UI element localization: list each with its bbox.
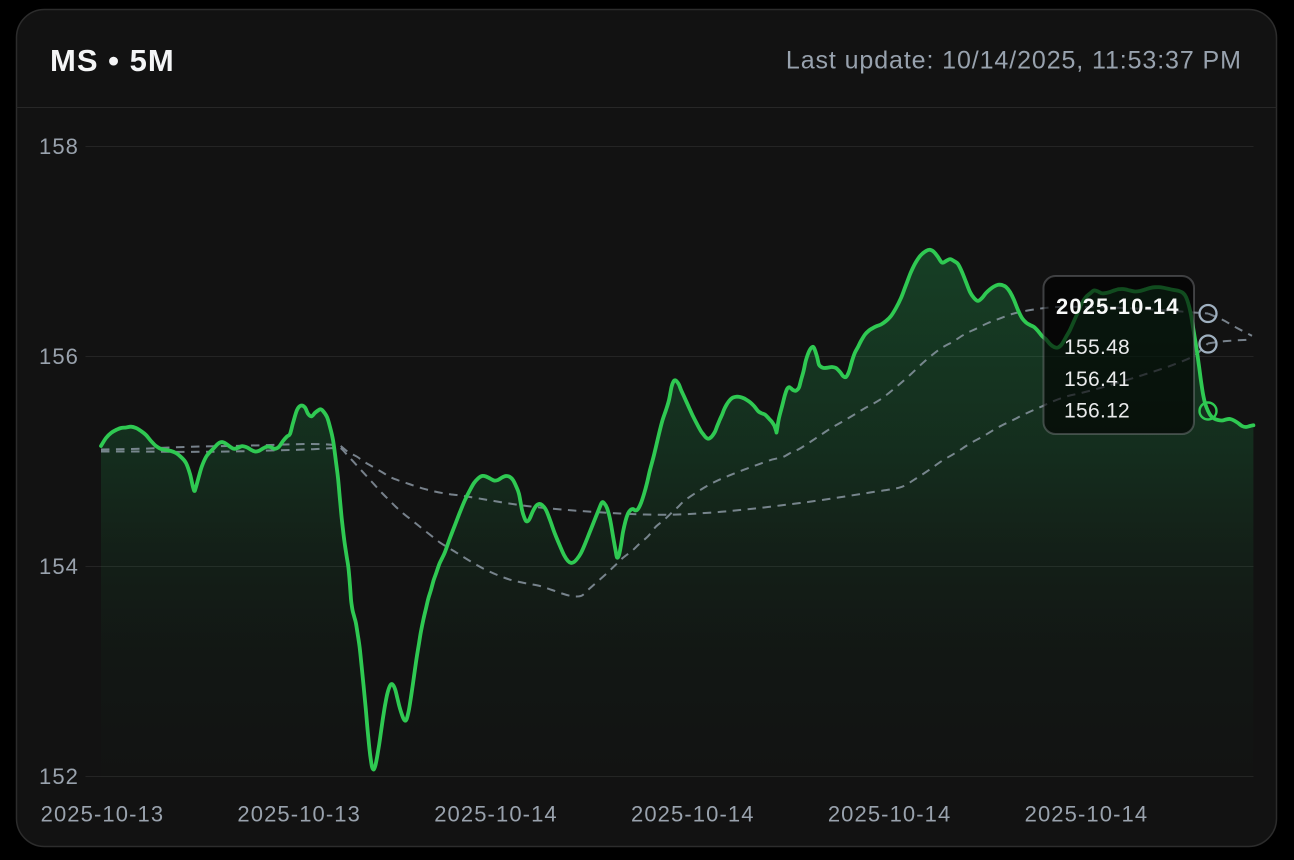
svg-text:158: 158 — [39, 134, 79, 159]
svg-text:154: 154 — [39, 554, 79, 579]
svg-text:152: 152 — [39, 764, 79, 789]
svg-text:2025-10-14: 2025-10-14 — [1056, 294, 1180, 319]
svg-text:155.48: 155.48 — [1064, 336, 1130, 359]
svg-text:2025-10-13: 2025-10-13 — [41, 802, 165, 827]
svg-text:2025-10-14: 2025-10-14 — [828, 802, 952, 827]
svg-text:MS • 5M: MS • 5M — [50, 43, 175, 78]
svg-text:156: 156 — [39, 344, 79, 369]
svg-text:2025-10-14: 2025-10-14 — [631, 802, 755, 827]
svg-text:156.41: 156.41 — [1064, 368, 1130, 391]
svg-text:2025-10-14: 2025-10-14 — [434, 802, 558, 827]
svg-text:156.12: 156.12 — [1064, 400, 1130, 423]
svg-text:2025-10-13: 2025-10-13 — [237, 802, 361, 827]
svg-text:2025-10-14: 2025-10-14 — [1025, 802, 1149, 827]
svg-text:Last update: 10/14/2025, 11:53: Last update: 10/14/2025, 11:53:37 PM — [786, 47, 1242, 75]
